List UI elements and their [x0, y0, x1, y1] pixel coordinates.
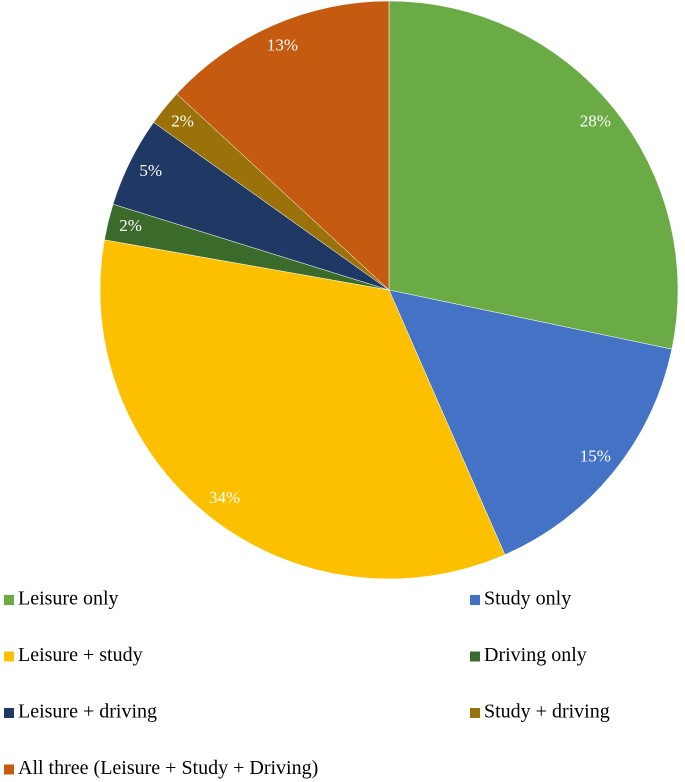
data-label: 28%: [580, 111, 611, 130]
legend-swatch: [470, 651, 480, 662]
pie-slice: [176, 0, 390, 291]
legend-swatch: [4, 651, 14, 662]
pie-slice: [99, 239, 506, 580]
legend-label: Study + driving: [484, 701, 610, 723]
data-label: 15%: [580, 447, 611, 466]
legend-swatch: [470, 708, 480, 718]
data-label: 13%: [267, 35, 298, 54]
pie-slice: [388, 289, 673, 556]
legend-swatch: [470, 595, 480, 605]
legend-label: Leisure + study: [18, 644, 143, 666]
legend-swatch: [4, 708, 14, 718]
legend-label: Leisure + driving: [18, 701, 157, 723]
data-label: 2%: [171, 111, 194, 130]
legend-label: Leisure only: [18, 588, 119, 610]
data-label: 2%: [119, 216, 142, 235]
legend-label: Driving only: [484, 644, 587, 666]
legend-swatch: [4, 764, 14, 775]
data-label: 34%: [209, 488, 240, 507]
pie-slice: [388, 0, 679, 350]
legend-swatch: [4, 595, 14, 605]
data-label: 5%: [139, 161, 162, 180]
legend-label: All three (Leisure + Study + Driving): [18, 757, 318, 779]
legend-label: Study only: [484, 588, 571, 610]
